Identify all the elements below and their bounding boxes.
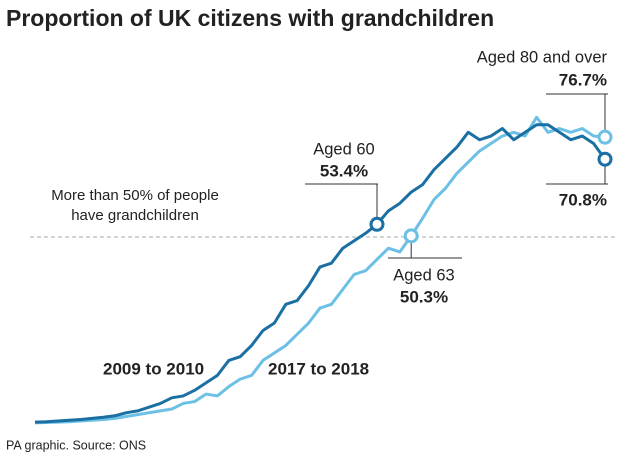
threshold-label: have grandchildren	[71, 207, 199, 224]
annotation-label: Aged 60	[313, 140, 374, 158]
series-label: 2017 to 2018	[268, 359, 369, 378]
annotation-label: Aged 63	[393, 266, 454, 284]
source: PA graphic. Source: ONS	[6, 438, 146, 452]
annotation-label: 50.3%	[400, 287, 448, 306]
annotation-label: Aged 80 and over	[477, 48, 608, 66]
threshold-label: More than 50% of people	[51, 187, 219, 204]
annotation-label: 53.4%	[320, 161, 368, 180]
annotation-label: 76.7%	[559, 70, 607, 89]
highlight-marker	[369, 216, 385, 232]
highlight-marker	[597, 151, 613, 167]
annotation-label: 70.8%	[559, 190, 607, 209]
series-line	[34, 115, 606, 425]
series-line	[34, 123, 607, 424]
highlight-marker	[403, 228, 419, 244]
chart-title: Proportion of UK citizens with grandchil…	[6, 5, 494, 31]
series-label: 2009 to 2010	[103, 359, 204, 378]
highlight-marker	[597, 129, 613, 145]
